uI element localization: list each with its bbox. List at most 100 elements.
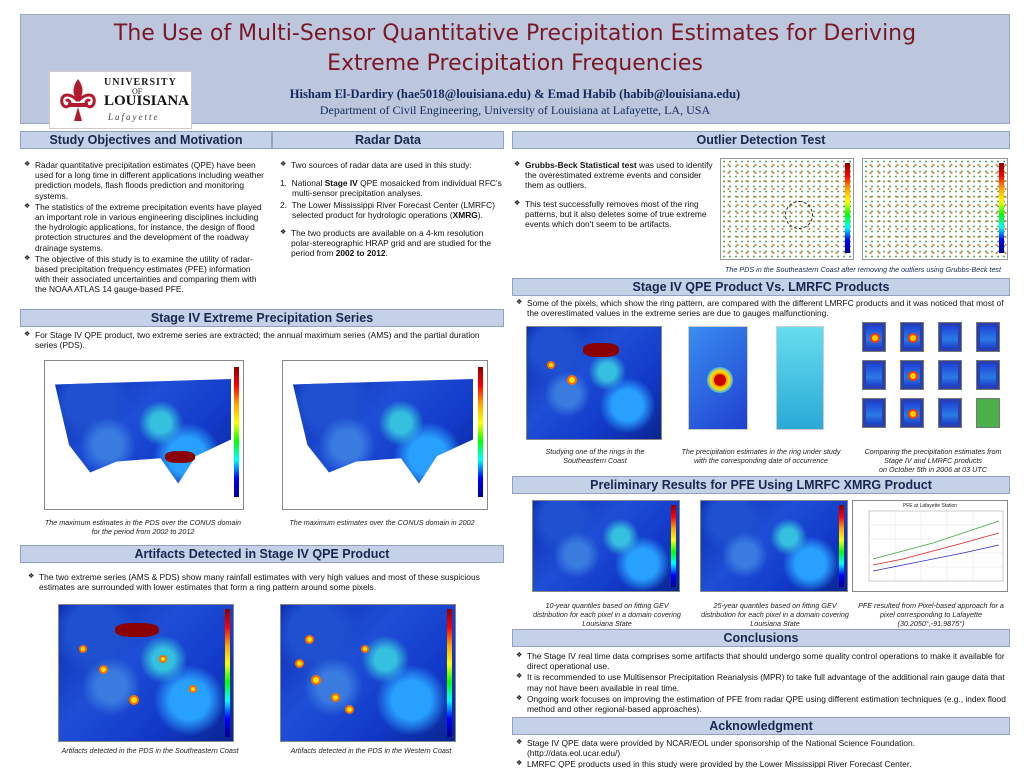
outlier-bullet-2: This test successfully removes most of t… [514,199,714,230]
radar-bullet-2-a: The two products are available on a 4-km… [291,228,492,259]
conclusions-text: The Stage IV real time data comprises so… [516,651,1008,715]
lmrfc-panel [976,322,1000,352]
artifact-ring [79,645,87,653]
artifact-ring [129,695,139,705]
pfe-10yr-map [532,500,680,592]
compare-caption-2: The precipitation estimates in the ring … [681,447,841,465]
artifacts-west-colorbar [447,609,452,737]
lmrfc-panel [976,360,1000,390]
lmrfc-panel-fill [942,402,958,424]
pfe-25yr-colorbar [839,505,844,587]
artifact-ring [567,375,577,385]
ack-text: Stage IV QPE data were provided by NCAR/… [516,738,1008,768]
compare-caption-1: Studying one of the rings in the Southea… [545,447,645,465]
conus-pds-shape [55,379,231,484]
radar-bullet-2: The two products are available on a 4-km… [280,228,502,259]
authors: Hisham El-Dardiry (hae5018@louisiana.edu… [289,87,741,101]
ack-bullet-2: LMRFC QPE products used in this study we… [516,759,1008,768]
radar-intro: Two sources of radar data are used in th… [280,160,502,170]
outlier-highlight-circle [785,201,813,229]
lmrfc-panel-ring [908,409,918,419]
lmrfc-panel-fill [942,364,958,386]
lmrfc-panel [862,398,886,428]
artifacts-text: The two extreme series (AMS & PDS) show … [28,572,498,593]
pfe-plot-title: PFE at Lafayette Station [902,503,958,509]
lmrfc-panel [938,398,962,428]
lmrfc-panel-fill [942,326,958,348]
lmrfc-panel-fill [980,364,996,386]
section-title-ack: Acknowledgment [512,717,1010,735]
artifacts-caption-1: Artifacts detected in the PDS in the Sou… [61,746,239,755]
radar-item-1-a: National [291,178,325,189]
outlier-map-1 [720,158,854,260]
artifacts-southeast-colorbar [225,609,230,737]
outlier-dots-2 [863,159,1007,259]
outlier-colorbar-1 [845,163,850,253]
prelim-caption-1: 10-year quantiles based on fitting GEV d… [533,601,681,628]
compare-ring-map [526,326,662,440]
lmrfc-panel [938,360,962,390]
artifact-ring [361,645,369,653]
artifact-ring [305,635,314,644]
extreme-caption-1: The maximum estimates in the PDS over th… [44,518,242,536]
artifact-ring [99,665,108,674]
department: Department of Civil Engineering, Univers… [319,103,711,117]
pfe-plot-svg [868,510,1004,582]
conus-2002-shape [293,379,473,484]
artifact-ring [311,675,321,685]
section-title-objectives: Study Objectives and Motivation [20,131,272,149]
poster-header: The Use of Multi-Sensor Quantitative Pre… [20,14,1010,129]
section-title-prelim: Preliminary Results for PFE Using LMRFC … [512,476,1010,494]
pfe-plot: PFE at Lafayette Station [852,500,1008,592]
objectives-bullet-3: The objective of this study is to examin… [24,254,264,295]
lmrfc-panel [976,398,1000,428]
extreme-caption-2: The maximum estimates over the CONUS dom… [289,518,475,527]
radar-item-1-c: QPE mosaicked from individual RFC's mult… [292,178,502,199]
compare-caption-3-a: Comparing the precipitation estimates fr… [864,447,1002,465]
section-title-artifacts: Artifacts Detected in Stage IV QPE Produ… [20,545,504,563]
lmrfc-panel-fill [866,364,882,386]
radar-item-1-b: Stage IV [324,178,358,189]
conus-pds-hotspot [165,451,195,463]
poster-title: The Use of Multi-Sensor Quantitative Pre… [21,19,1009,79]
ack-bullet-1: Stage IV QPE data were provided by NCAR/… [516,738,1008,758]
objectives-bullet-2: The statistics of the extreme precipitat… [24,202,264,253]
pfe-25yr-map [700,500,848,592]
conclusions-bullet-1: The Stage IV real time data comprises so… [516,651,1008,671]
prelim-caption-2: 25-year quantiles based on fitting GEV d… [701,601,849,628]
section-title-conclusions: Conclusions [512,629,1010,647]
radar-item-1: 1. National Stage IV QPE mosaicked from … [280,178,502,199]
conus-2002-map [282,360,488,510]
fleur-de-lis-icon [60,79,96,121]
conus-pds-map [44,360,244,510]
logo-text-lafayette: Lafayette [108,112,160,122]
outlier-caption: The PDS in the Southeastern Coast after … [724,265,1002,274]
compare-text: Some of the pixels, which show the ring … [516,298,1008,319]
logo-text-university: UNIVERSITY [104,77,177,88]
conclusions-bullet-2: It is recommended to use Multisensor Pre… [516,672,1008,692]
extreme-text: For Stage IV QPE product, two extreme se… [24,330,502,351]
radar-text: Two sources of radar data are used in th… [280,160,502,260]
outlier-text: Grubbs-Beck Statistical test was used to… [514,160,714,230]
radar-item-2-b: XMRG [452,209,478,220]
artifacts-bullet: The two extreme series (AMS & PDS) show … [28,572,498,592]
lmrfc-panel [900,398,924,428]
prelim-caption-3: PFE resulted from Pixel-based approach f… [858,601,1004,628]
radar-item-2-a: The Lower Mississippi River Forecast Cen… [291,199,496,220]
lmrfc-panel [900,322,924,352]
outlier-bullet-1-bold: Grubbs-Beck Statistical test [525,160,637,170]
compare-caption-3-b: on October 5th in 2006 at 03 UTC [879,465,987,474]
conus-pds-fill [55,379,231,484]
conclusions-bullet-3: Ongoing work focuses on improving the es… [516,694,1008,714]
lmrfc-panel-fill [866,402,882,424]
artifacts-west-fill [281,605,455,741]
compare-ring-zoom-2 [776,326,824,430]
lmrfc-panel-ring [870,333,880,343]
artifacts-southeast-hotspot [115,623,159,637]
artifacts-caption-2: Artifacts detected in the PDS in the Wes… [290,746,452,755]
logo-text-of: OF [132,87,143,96]
logo-text-louisiana: LOUISIANA [104,93,190,109]
lmrfc-panel [862,322,886,352]
lmrfc-panel-ring [908,333,918,343]
section-title-outlier: Outlier Detection Test [512,131,1010,149]
